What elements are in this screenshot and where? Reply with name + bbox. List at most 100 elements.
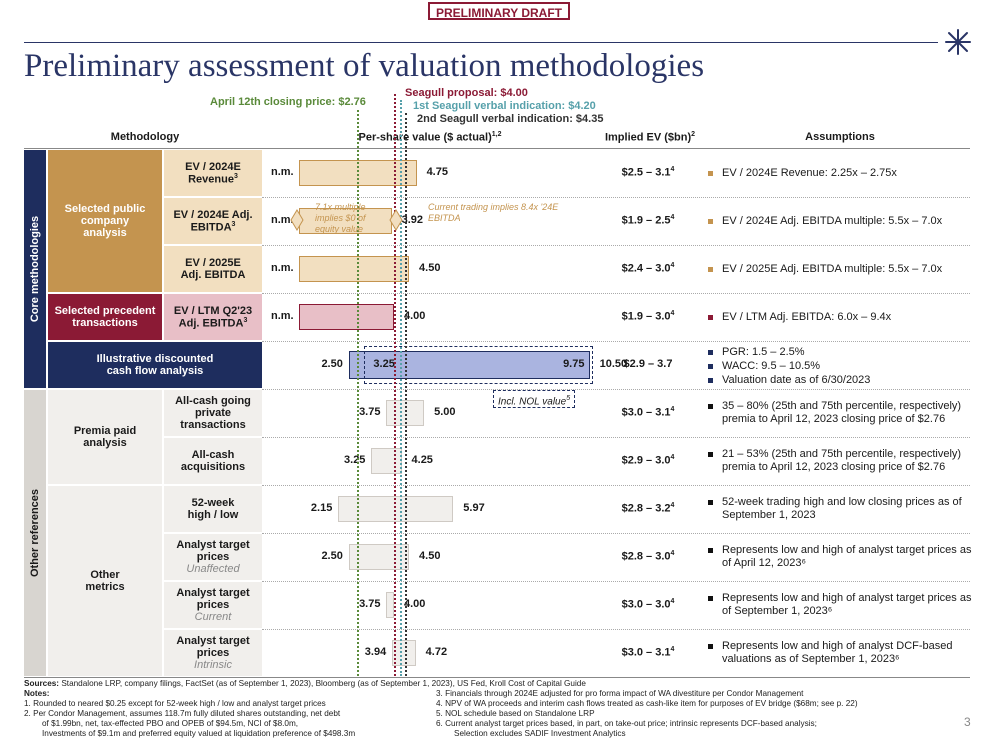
bullet-icon bbox=[708, 548, 713, 553]
assumption-text: Represents low and high of analyst DCF-b… bbox=[722, 640, 953, 665]
bullet-icon bbox=[708, 363, 713, 369]
implied-ev-value: $2.5 – 3.14 bbox=[621, 166, 675, 179]
table-bottom-rule bbox=[24, 677, 970, 678]
closing-price-label: April 12th closing price: $2.76 bbox=[210, 96, 366, 108]
row-divider bbox=[262, 437, 970, 438]
assumption-item: 52-week trading high and low closing pri… bbox=[708, 496, 973, 522]
assumption-item: Represents low and high of analyst targe… bbox=[708, 592, 973, 618]
assumption-item: PGR: 1.5 – 2.5% bbox=[708, 346, 973, 359]
row-label-ev-2025e-ebitda: EV / 2025E Adj. EBITDA bbox=[164, 246, 262, 292]
assumptions-cell: 35 – 80% (25th and 75th percentile, resp… bbox=[708, 400, 973, 427]
header-rule bbox=[24, 148, 970, 149]
bullet-icon bbox=[708, 218, 713, 224]
assumption-text: 21 – 53% (25th and 75th percentile, resp… bbox=[722, 448, 962, 473]
first-indication-line bbox=[400, 100, 403, 676]
assumptions-cell: Represents low and high of analyst targe… bbox=[708, 544, 973, 571]
diamond-marker-icon bbox=[290, 209, 304, 231]
proposal-line bbox=[394, 94, 396, 676]
title-rule bbox=[24, 42, 938, 43]
header-assumptions: Assumptions bbox=[805, 131, 875, 143]
core-methodologies-sidebar: Core methodologies bbox=[24, 150, 46, 388]
page-number: 3 bbox=[964, 715, 971, 729]
assumption-text: WACC: 9.5 – 10.5% bbox=[722, 359, 821, 372]
implied-ev-value: $3.0 – 3.04 bbox=[621, 598, 675, 611]
low-value-label: n.m. bbox=[271, 310, 294, 322]
assumption-item: WACC: 9.5 – 10.5% bbox=[708, 360, 973, 373]
assumptions-cell: Represents low and high of analyst DCF-b… bbox=[708, 640, 973, 667]
assumptions-cell: EV / LTM Adj. EBITDA: 6.0x – 9.4x bbox=[708, 311, 973, 325]
bullet-icon bbox=[708, 266, 713, 272]
bullet-icon bbox=[708, 314, 713, 320]
diamond-marker-icon bbox=[389, 209, 403, 231]
range-bar bbox=[299, 256, 410, 282]
range-bar bbox=[299, 304, 394, 330]
low-value-label: 3.25 bbox=[344, 454, 366, 466]
high-value-label: 5.00 bbox=[434, 406, 456, 418]
high-value-label: 5.97 bbox=[463, 502, 485, 514]
range-bar bbox=[371, 448, 402, 474]
row-label-ev-2024e-ebitda: EV / 2024E Adj. EBITDA3 bbox=[164, 198, 262, 244]
premia-group: Premia paid analysis bbox=[48, 390, 162, 484]
implied-ev-value: $2.8 – 3.24 bbox=[621, 502, 675, 515]
closing-price-line bbox=[356, 110, 359, 676]
first-indication-label: 1st Seagull verbal indication: $4.20 bbox=[413, 100, 596, 112]
proposal-label: Seagull proposal: $4.00 bbox=[405, 87, 528, 99]
range-bar bbox=[386, 400, 425, 426]
high-value-label: 3.92 bbox=[401, 214, 423, 226]
low-value-label: 3.75 bbox=[359, 406, 381, 418]
multiple-note: 7.1x multiple implies $0 of equity value bbox=[315, 202, 366, 234]
high-value-label: 4.72 bbox=[425, 646, 448, 658]
row-label-ev-ltm-ebitda: EV / LTM Q2'23 Adj. EBITDA3 bbox=[164, 294, 262, 340]
row-label-acquisitions: All-cash acquisitions bbox=[164, 438, 262, 484]
header-implied-ev: Implied EV ($bn)2 bbox=[604, 131, 696, 144]
footnotes-left: 1. Rounded to neared $0.25 except for 52… bbox=[24, 699, 444, 739]
assumption-item: EV / 2025E Adj. EBITDA multiple: 5.5x – … bbox=[708, 263, 973, 276]
range-bar bbox=[299, 160, 417, 186]
assumption-item: Represents low and high of analyst DCF-b… bbox=[708, 640, 973, 666]
precedent-group: Selected precedent transactions bbox=[48, 294, 162, 340]
bullet-icon bbox=[708, 500, 713, 505]
footnote-line: 6. Current analyst target prices based, … bbox=[436, 719, 817, 728]
assumption-text: EV / 2024E Revenue: 2.25x – 2.75x bbox=[722, 166, 897, 179]
nol-dashed-box bbox=[363, 346, 594, 384]
low-value-label: 3.75 bbox=[359, 598, 381, 610]
assumption-item: 21 – 53% (25th and 75th percentile, resp… bbox=[708, 448, 973, 474]
implied-ev-value: $3.0 – 3.14 bbox=[621, 406, 675, 419]
assumption-text: Valuation date as of 6/30/2023 bbox=[722, 373, 871, 386]
high-value-label: 4.00 bbox=[404, 310, 426, 322]
dcf-group: Illustrative discounted cash flow analys… bbox=[48, 342, 262, 388]
assumptions-cell: 21 – 53% (25th and 75th percentile, resp… bbox=[708, 448, 973, 475]
header-methodology: Methodology bbox=[110, 131, 180, 143]
assumption-text: 35 – 80% (25th and 75th percentile, resp… bbox=[722, 400, 962, 425]
other-metrics-group: Other metrics bbox=[48, 486, 162, 676]
footnote-line: 1. Rounded to neared $0.25 except for 52… bbox=[24, 699, 326, 708]
bullet-icon bbox=[708, 452, 713, 457]
row-label-analyst-unaffected: Analyst target prices Unaffected bbox=[164, 534, 262, 580]
row-divider bbox=[262, 389, 970, 390]
implied-ev-value: $1.9 – 2.54 bbox=[621, 214, 675, 227]
range-bar bbox=[386, 592, 394, 618]
header-per-share: Per-share value ($ actual)1,2 bbox=[358, 131, 502, 144]
assumption-item: EV / LTM Adj. EBITDA: 6.0x – 9.4x bbox=[708, 311, 973, 324]
assumption-item: EV / 2024E Adj. EBITDA multiple: 5.5x – … bbox=[708, 215, 973, 228]
nol-note: Incl. NOL value5 bbox=[493, 390, 576, 408]
row-divider bbox=[262, 581, 970, 582]
range-bar bbox=[348, 351, 590, 379]
assumption-item: Valuation date as of 6/30/2023 bbox=[708, 374, 973, 387]
row-divider bbox=[262, 485, 970, 486]
assumption-text: EV / 2024E Adj. EBITDA multiple: 5.5x – … bbox=[722, 214, 943, 227]
snowflake-logo-icon bbox=[945, 29, 971, 55]
high-value-label: 4.50 bbox=[419, 262, 441, 274]
row-label-going-private: All-cash going private transactions bbox=[164, 390, 262, 436]
assumption-item: 35 – 80% (25th and 75th percentile, resp… bbox=[708, 400, 973, 426]
bullet-icon bbox=[708, 644, 713, 649]
footnote-line: of $1.99bn, net, tax-effected PBO and OP… bbox=[42, 719, 299, 728]
assumptions-cell: 52-week trading high and low closing pri… bbox=[708, 496, 973, 523]
row-divider bbox=[262, 533, 970, 534]
footnote-line: Selection excludes SADIF Investment Anal… bbox=[454, 729, 626, 738]
other-references-sidebar: Other references bbox=[24, 390, 46, 676]
page-title: Preliminary assessment of valuation meth… bbox=[24, 48, 705, 84]
row-divider bbox=[262, 245, 970, 246]
high-value-label: 4.25 bbox=[411, 454, 433, 466]
assumptions-cell: EV / 2024E Revenue: 2.25x – 2.75x bbox=[708, 167, 973, 181]
